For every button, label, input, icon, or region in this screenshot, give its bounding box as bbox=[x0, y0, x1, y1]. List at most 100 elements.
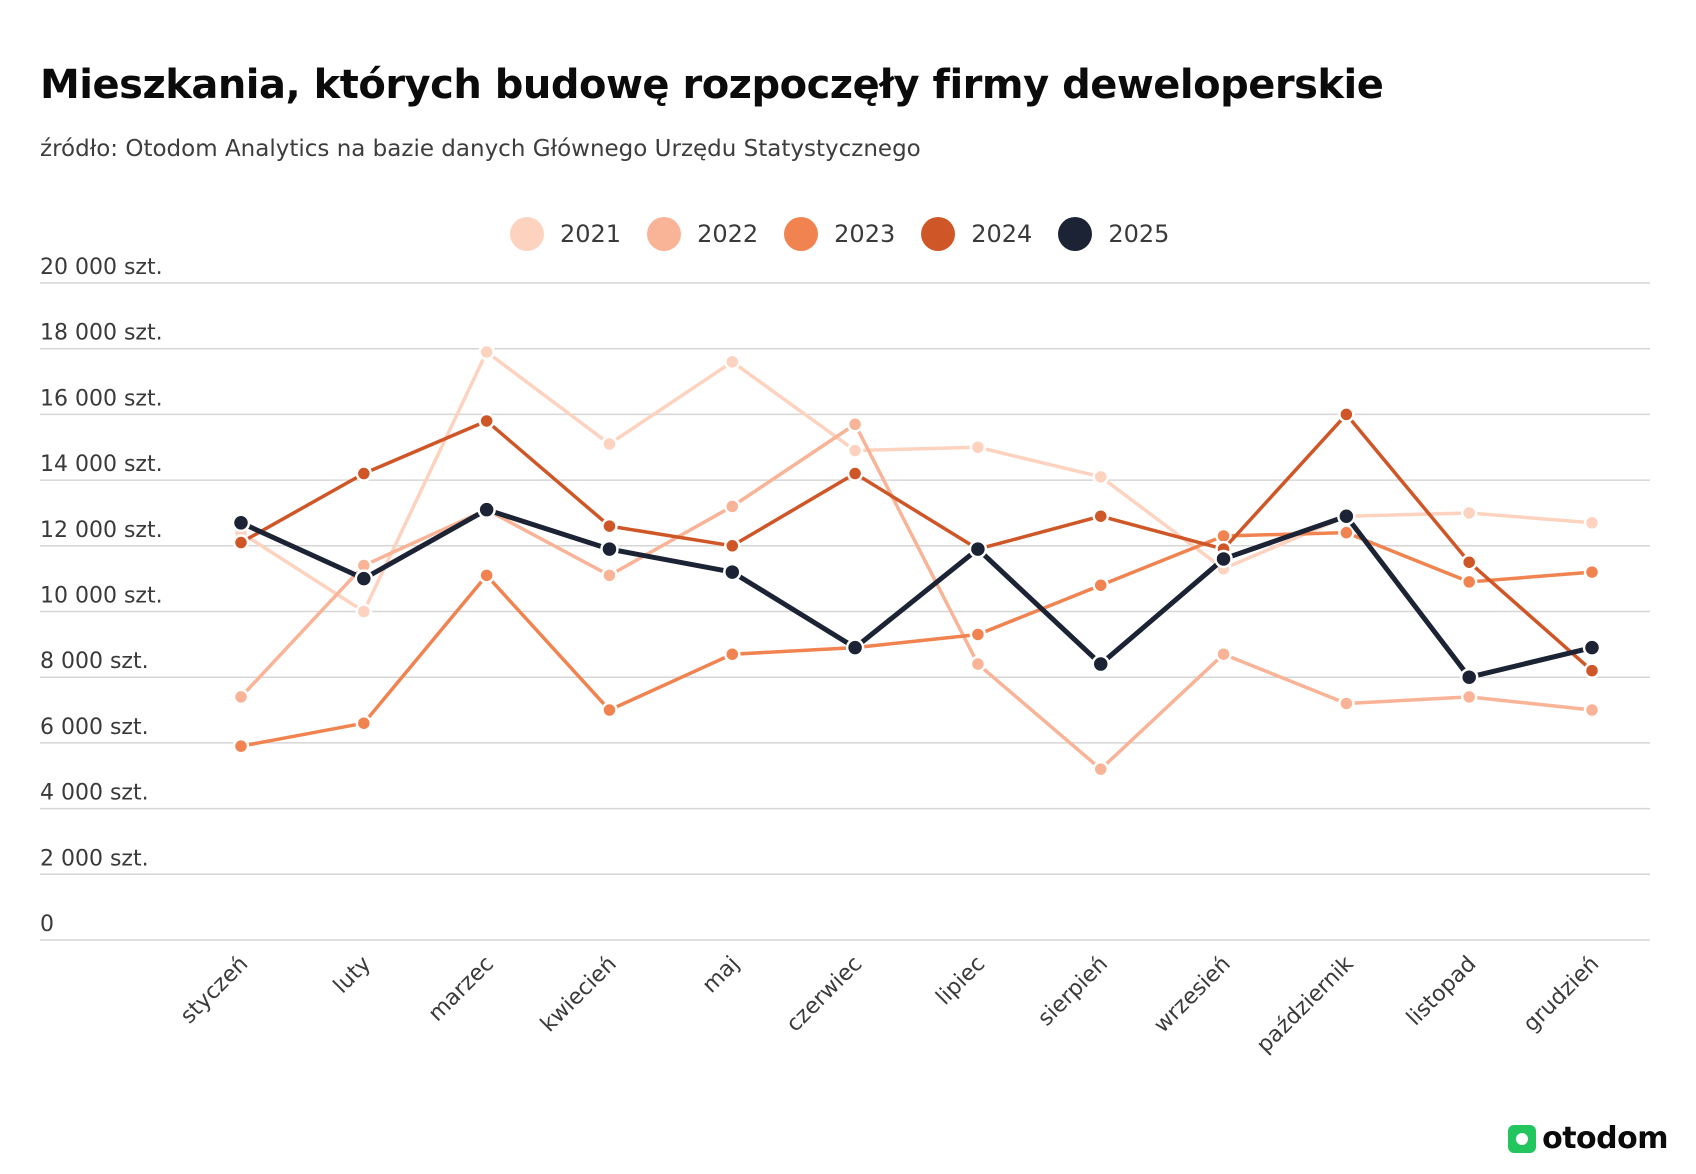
data-point-2022 bbox=[724, 498, 741, 515]
legend-item-2025: 2025 bbox=[1058, 217, 1169, 251]
legend-marker bbox=[784, 217, 819, 251]
data-point-2021 bbox=[1460, 504, 1478, 522]
x-tick-label: styczeń bbox=[176, 952, 253, 1029]
data-point-2025 bbox=[1459, 667, 1479, 687]
legend-marker bbox=[510, 217, 544, 251]
x-tick-label: wrzesień bbox=[1149, 952, 1235, 1038]
x-tick-label: grudzień bbox=[1519, 952, 1605, 1038]
data-point-2025 bbox=[1337, 506, 1356, 526]
data-point-2024 bbox=[1092, 507, 1109, 525]
otodom-logo: otodom bbox=[1508, 1121, 1668, 1156]
data-point-2022 bbox=[846, 416, 864, 433]
legend-item-2021: 2021 bbox=[510, 217, 621, 251]
data-point-2021 bbox=[1092, 468, 1109, 486]
series-line-2021 bbox=[239, 350, 1594, 614]
legend-label: 2024 bbox=[971, 220, 1033, 248]
chart-title: Mieszkania, których budowę rozpoczęły fi… bbox=[40, 62, 1384, 108]
data-point-2025 bbox=[354, 569, 374, 588]
legend-label: 2021 bbox=[560, 220, 622, 248]
legend-label: 2023 bbox=[834, 220, 896, 248]
legend-label: 2025 bbox=[1108, 220, 1170, 248]
data-point-2023 bbox=[1338, 524, 1355, 541]
data-point-2025 bbox=[1091, 654, 1110, 674]
data-point-2025 bbox=[845, 638, 865, 657]
y-tick-label: 2 000 szt. bbox=[40, 846, 149, 871]
data-point-2022 bbox=[1460, 688, 1478, 706]
y-tick-label: 14 000 szt. bbox=[40, 452, 163, 477]
legend-marker bbox=[921, 217, 956, 251]
data-point-2023 bbox=[232, 737, 250, 755]
data-point-2023 bbox=[601, 701, 618, 719]
data-point-2023 bbox=[969, 626, 987, 643]
data-point-2023 bbox=[1092, 576, 1109, 594]
series-2023 bbox=[232, 524, 1601, 755]
data-point-2021 bbox=[1583, 514, 1601, 532]
y-tick-label: 4 000 szt. bbox=[40, 781, 149, 806]
x-tick-label: maj bbox=[698, 952, 745, 999]
data-point-2021 bbox=[601, 435, 618, 453]
legend-marker bbox=[647, 217, 682, 251]
y-tick-label: 20 000 szt. bbox=[40, 255, 163, 280]
data-point-2025 bbox=[1214, 549, 1233, 569]
legend-marker bbox=[1058, 217, 1093, 251]
data-point-2025 bbox=[231, 513, 251, 533]
data-point-2024 bbox=[1583, 662, 1601, 679]
data-point-2024 bbox=[232, 534, 250, 551]
data-point-2024 bbox=[846, 465, 864, 482]
x-tick-label: czerwiec bbox=[782, 952, 868, 1038]
series-line-2025 bbox=[238, 507, 1595, 680]
data-point-2022 bbox=[601, 567, 618, 584]
data-point-2021 bbox=[846, 442, 864, 459]
legend-item-2023: 2023 bbox=[784, 217, 895, 251]
legend-label: 2022 bbox=[697, 220, 759, 248]
series-line-2024 bbox=[239, 412, 1594, 673]
data-point-2024 bbox=[1338, 406, 1355, 423]
legend-item-2022: 2022 bbox=[647, 217, 758, 251]
data-point-2021 bbox=[724, 353, 741, 371]
data-point-2024 bbox=[355, 465, 373, 482]
data-point-2025 bbox=[600, 539, 619, 559]
data-point-2022 bbox=[1583, 701, 1601, 719]
data-point-2025 bbox=[477, 500, 496, 519]
otodom-logo-icon bbox=[1508, 1124, 1537, 1153]
x-tick-label: luty bbox=[329, 952, 376, 999]
data-point-2023 bbox=[724, 645, 741, 663]
data-point-2022 bbox=[969, 655, 987, 673]
data-point-2021 bbox=[355, 603, 373, 620]
x-tick-label: październik bbox=[1252, 951, 1359, 1058]
data-point-2024 bbox=[1460, 553, 1478, 571]
data-point-2025 bbox=[723, 562, 742, 582]
data-point-2022 bbox=[1215, 645, 1232, 663]
data-point-2025 bbox=[968, 539, 988, 559]
y-tick-label: 6 000 szt. bbox=[40, 715, 149, 740]
data-point-2024 bbox=[724, 537, 741, 555]
data-point-2021 bbox=[969, 439, 987, 456]
legend-item-2024: 2024 bbox=[921, 217, 1032, 251]
data-point-2021 bbox=[478, 343, 495, 361]
data-point-2023 bbox=[355, 714, 373, 732]
y-tick-label: 10 000 szt. bbox=[40, 584, 163, 609]
chart-legend: 2021 2022 2023 2024 2025 bbox=[510, 214, 1195, 254]
series-2025 bbox=[231, 500, 1602, 687]
data-point-2022 bbox=[232, 688, 250, 706]
series-line-2023 bbox=[239, 530, 1594, 748]
data-point-2023 bbox=[478, 567, 495, 584]
x-tick-label: kwiecień bbox=[536, 952, 622, 1038]
logo-text: otodom bbox=[1542, 1121, 1668, 1156]
y-tick-label: 12 000 szt. bbox=[40, 518, 163, 543]
data-point-2022 bbox=[1338, 695, 1355, 712]
data-point-2024 bbox=[601, 517, 618, 535]
y-tick-label: 8 000 szt. bbox=[40, 649, 149, 674]
y-tick-label: 18 000 szt. bbox=[40, 321, 163, 346]
x-tick-label: listopad bbox=[1402, 952, 1481, 1031]
x-tick-label: lipiec bbox=[932, 952, 991, 1011]
x-tick-label: sierpień bbox=[1033, 952, 1113, 1032]
chart-subtitle: źródło: Otodom Analytics na bazie danych… bbox=[40, 136, 921, 162]
y-tick-label: 0 bbox=[40, 912, 54, 937]
data-point-2024 bbox=[478, 412, 495, 430]
x-tick-label: marzec bbox=[424, 952, 499, 1027]
y-tick-label: 16 000 szt. bbox=[40, 386, 163, 411]
data-point-2022 bbox=[1092, 760, 1109, 778]
data-point-2025 bbox=[1582, 638, 1602, 657]
